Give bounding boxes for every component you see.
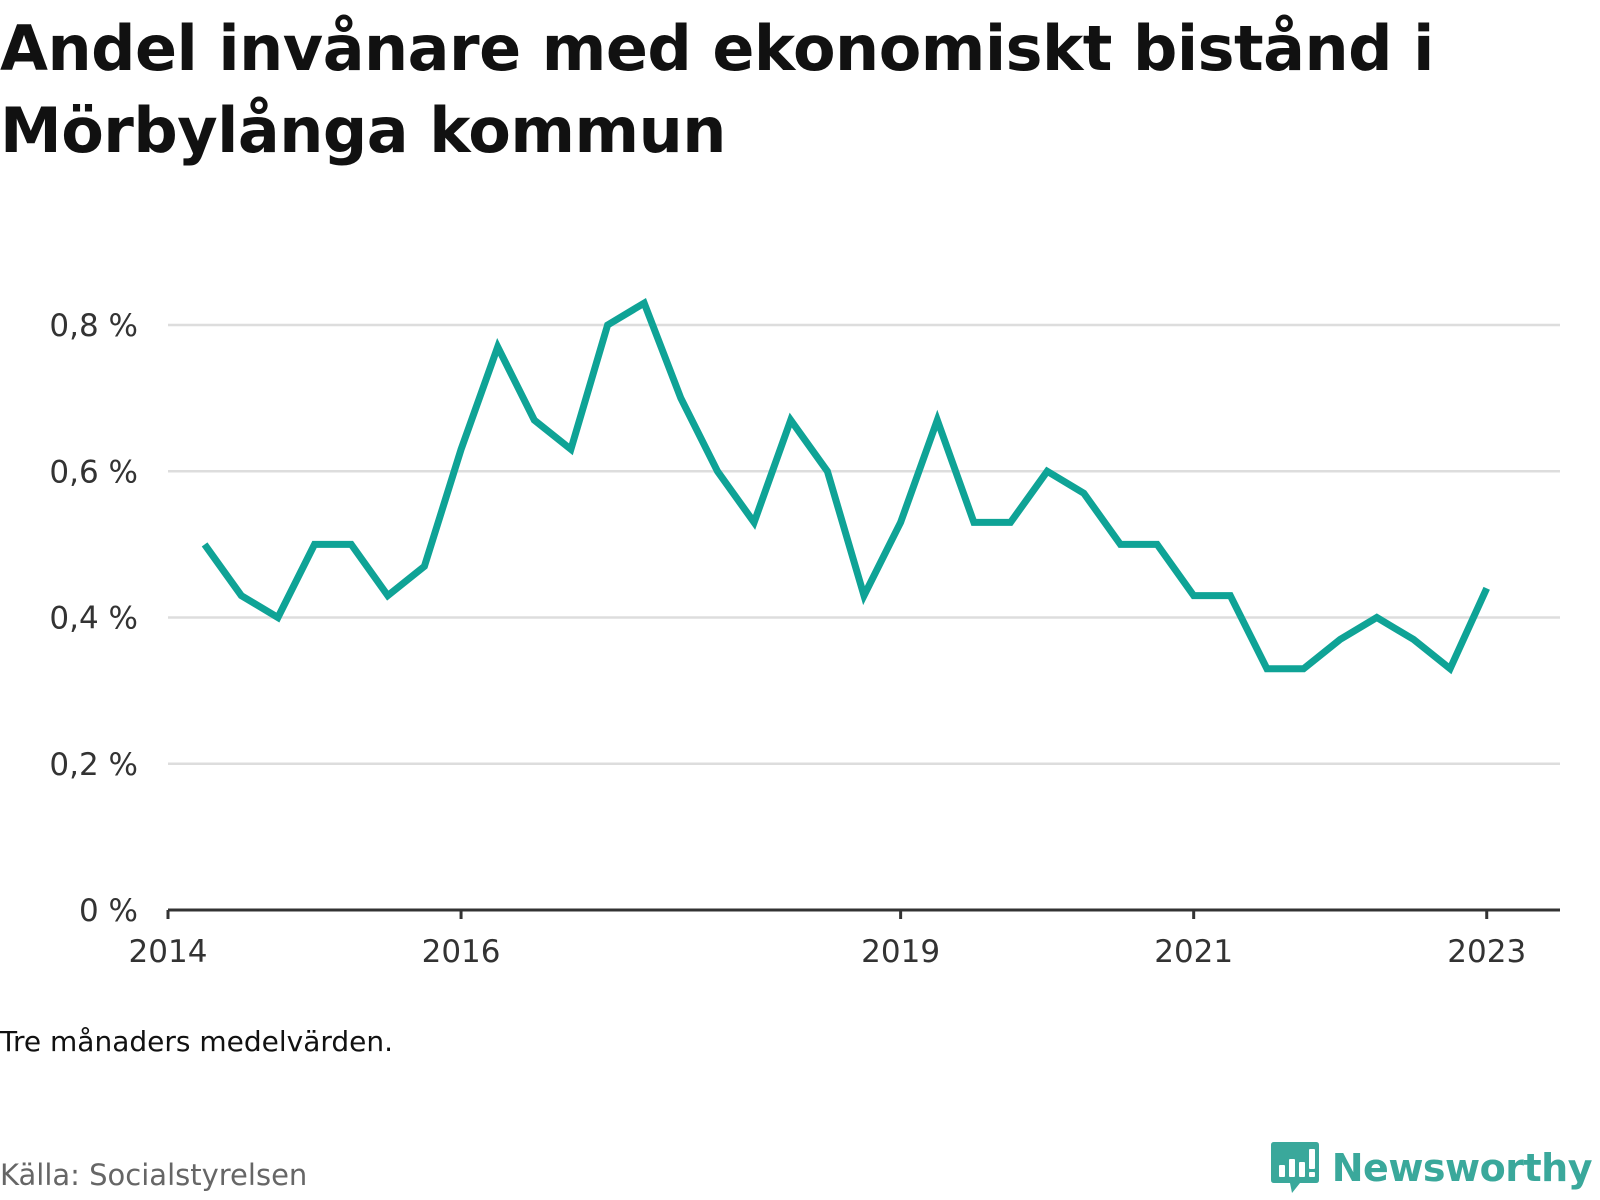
data-point: [751, 519, 757, 525]
x-tick-label: 2016: [422, 934, 501, 970]
series-layer: [201, 297, 1490, 675]
data-point: [1044, 468, 1050, 474]
newsworthy-logo: Newsworthy: [1270, 1140, 1593, 1196]
data-point: [641, 300, 647, 306]
data-point: [1264, 666, 1270, 672]
data-point: [1374, 615, 1380, 621]
data-point: [1447, 666, 1453, 672]
bar-chart-speech-bubble-icon: [1270, 1142, 1319, 1193]
chart-note: Tre månaders medelvärden.: [0, 1025, 394, 1058]
data-point: [1154, 541, 1160, 547]
data-point: [824, 468, 830, 474]
data-point: [458, 446, 464, 452]
x-tick-label: 2014: [129, 934, 208, 970]
data-point: [421, 563, 427, 569]
data-point: [238, 593, 244, 599]
data-point: [1301, 666, 1307, 672]
data-point: [531, 417, 537, 423]
y-tick-label: 0,8 %: [49, 308, 138, 344]
x-tick-label: 2023: [1447, 934, 1526, 970]
data-point: [678, 395, 684, 401]
data-point: [714, 468, 720, 474]
x-axis: 2014 2016 2019 2021 2023: [129, 908, 1560, 970]
data-point: [312, 541, 318, 547]
x-tick-label: 2019: [861, 934, 940, 970]
data-point: [1227, 593, 1233, 599]
data-point: [495, 344, 501, 350]
y-tick-label: 0 %: [79, 893, 138, 929]
data-point: [202, 541, 208, 547]
data-point: [348, 541, 354, 547]
y-tick-label: 0,4 %: [49, 601, 138, 637]
data-point: [1410, 636, 1416, 642]
data-point: [1337, 636, 1343, 642]
y-tick-label: 0,6 %: [49, 454, 138, 490]
data-point: [385, 593, 391, 599]
data-point: [1008, 519, 1014, 525]
data-point: [1117, 541, 1123, 547]
data-point: [1081, 490, 1087, 496]
data-point: [934, 417, 940, 423]
data-point: [1191, 593, 1197, 599]
data-point: [1484, 585, 1490, 591]
source-label: Källa: Socialstyrelsen: [0, 1158, 308, 1192]
data-point: [568, 446, 574, 452]
y-tick-label: 0,2 %: [49, 747, 138, 783]
data-point: [788, 417, 794, 423]
y-axis-tick-labels: 0 % 0,2 % 0,4 % 0,6 % 0,8 %: [49, 308, 138, 929]
data-point: [898, 519, 904, 525]
x-tick-label: 2021: [1154, 934, 1233, 970]
chart-title: Andel invånare med ekonomiskt bistånd i …: [0, 12, 1434, 167]
brand-name: Newsworthy: [1331, 1146, 1593, 1190]
data-point: [605, 322, 611, 328]
series-line: [201, 297, 1490, 675]
data-point: [275, 615, 281, 621]
gridlines: [168, 323, 1560, 765]
data-point: [861, 593, 867, 599]
data-point: [971, 519, 977, 525]
